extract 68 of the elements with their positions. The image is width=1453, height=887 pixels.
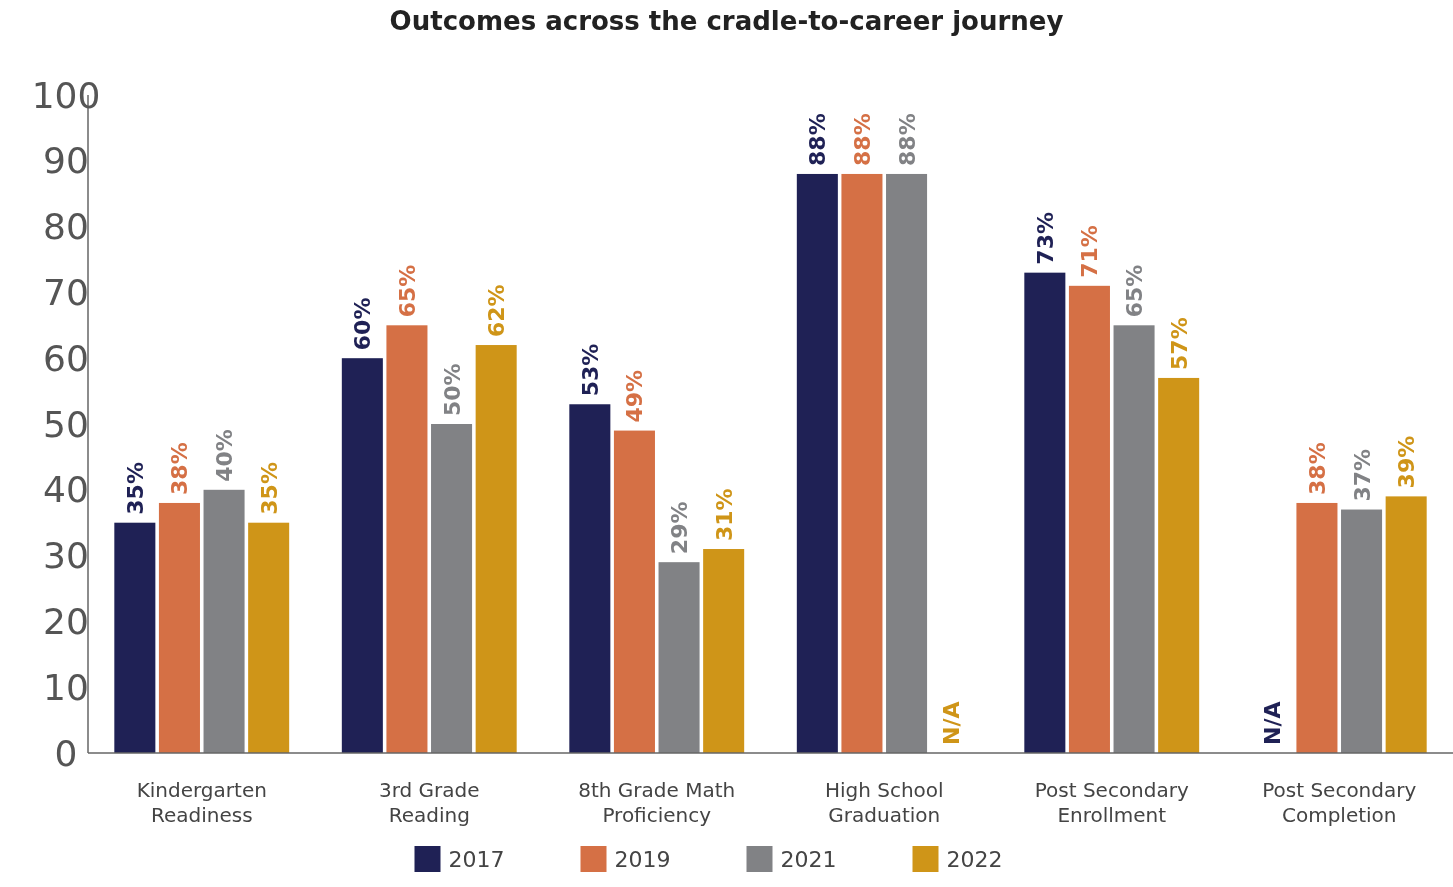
x-tick-label: Post Secondary Enrollment — [1034, 778, 1189, 827]
y-tick-label: 20 — [43, 601, 89, 642]
data-label: 57% — [1166, 317, 1192, 370]
bar — [613, 430, 655, 753]
bar — [203, 489, 245, 753]
data-label: 29% — [667, 501, 693, 555]
x-tick-label: 8th Grade Math Proficiency — [578, 778, 736, 827]
y-tick-label: 10 — [43, 666, 89, 708]
bar — [569, 404, 611, 753]
x-tick-label: Kindergarten Readiness — [136, 778, 267, 827]
data-label: 37% — [1349, 448, 1375, 502]
y-tick-label: 80 — [43, 206, 89, 248]
bar — [1385, 496, 1427, 753]
data-label: 38% — [167, 442, 193, 495]
bar — [248, 522, 290, 753]
bar — [1113, 325, 1155, 753]
bar — [158, 502, 200, 753]
data-label: 65% — [394, 264, 420, 318]
legend-label: 2019 — [614, 846, 671, 872]
bar — [1341, 509, 1383, 753]
data-label: 39% — [1394, 435, 1420, 489]
bar — [386, 325, 428, 753]
bar — [1158, 377, 1200, 753]
data-label: 35% — [256, 462, 282, 515]
data-label: 53% — [577, 343, 603, 397]
y-tick-label: 30 — [43, 535, 89, 577]
y-tick-label: 40 — [43, 469, 89, 511]
x-tick-label: Post Secondary Completion — [1262, 778, 1417, 827]
data-label: 88% — [894, 113, 920, 166]
text: N/A — [939, 701, 965, 745]
bar — [475, 345, 517, 753]
bar — [703, 549, 745, 753]
legend-label: 2021 — [780, 846, 837, 872]
data-label: 73% — [1032, 211, 1058, 265]
data-label: 88% — [805, 113, 831, 166]
bar — [114, 522, 156, 753]
bar — [796, 173, 838, 753]
bar — [341, 358, 383, 753]
data-label: 60% — [350, 297, 376, 351]
legend-label: 2022 — [946, 846, 1003, 872]
data-label: 50% — [439, 363, 465, 416]
y-tick-label: 90 — [43, 140, 89, 182]
x-tick-label: 3rd Grade Reading — [378, 778, 480, 827]
y-tick-label: 70 — [43, 272, 89, 313]
y-tick-label: 50 — [43, 403, 89, 445]
data-label: 65% — [1122, 264, 1148, 318]
data-label: 38% — [1304, 442, 1330, 495]
data-label: 49% — [622, 369, 648, 423]
bar — [841, 173, 883, 753]
y-tick-label: 0 — [54, 732, 78, 774]
data-label: 31% — [711, 488, 737, 542]
data-label: 35% — [122, 462, 148, 515]
bar — [431, 424, 473, 753]
data-label: 88% — [849, 113, 875, 166]
bar — [1296, 502, 1338, 753]
legend-label: 2017 — [448, 846, 505, 872]
chart-title: Outcomes across the cradle-to-career journey — [389, 6, 1064, 36]
y-tick-label: 100 — [31, 74, 101, 116]
bar — [1068, 285, 1110, 753]
bar — [1024, 272, 1066, 753]
data-label: 62% — [484, 284, 510, 338]
x-tick-label: High School Graduation — [824, 778, 944, 827]
text: N/A — [1260, 701, 1286, 745]
bar — [658, 562, 700, 753]
y-tick-label: 60 — [43, 337, 89, 379]
bar — [886, 173, 928, 753]
data-label: 40% — [212, 429, 238, 482]
data-label: 71% — [1077, 225, 1103, 278]
